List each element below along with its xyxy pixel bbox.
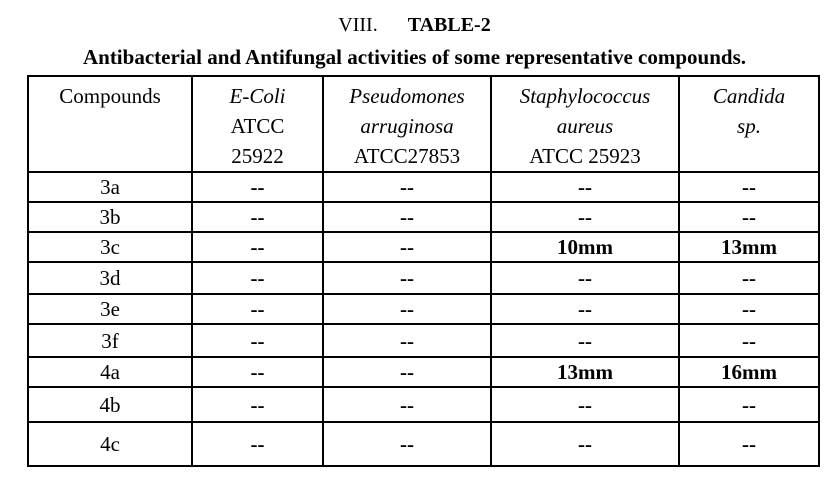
value-cell: --: [191, 323, 324, 358]
table-row: 4a -- -- 13mm 16mm: [27, 356, 820, 388]
value-cell: --: [191, 421, 324, 467]
strain-code-line: ATCC27853: [353, 144, 461, 168]
compound-cell: 4b: [27, 386, 193, 423]
value-cell: 16mm: [678, 356, 820, 388]
compound-cell: 3f: [27, 323, 193, 358]
header-row: Compounds E-Coli ATCC 25922 Pseudomones …: [27, 75, 820, 173]
value-cell: --: [322, 323, 492, 358]
strain-code-line: 25922: [231, 144, 284, 168]
value-cell: --: [322, 421, 492, 467]
compound-cell: 3d: [27, 261, 193, 295]
value-cell: --: [191, 293, 324, 325]
compound-cell: 3e: [27, 293, 193, 325]
value-cell: --: [678, 421, 820, 467]
table-row: 4c -- -- -- --: [27, 421, 820, 467]
column-header-compounds: Compounds: [27, 75, 193, 173]
table-row: 3d -- -- -- --: [27, 261, 820, 295]
value-cell: --: [322, 231, 492, 263]
value-cell: --: [490, 261, 680, 295]
organism-name: Staphylococcus: [519, 84, 651, 108]
value-cell: --: [678, 386, 820, 423]
activity-results-table: Compounds E-Coli ATCC 25922 Pseudomones …: [27, 75, 820, 467]
organism-name: Pseudomones: [349, 84, 465, 108]
table-row: 3c -- -- 10mm 13mm: [27, 231, 820, 263]
value-cell: --: [490, 323, 680, 358]
section-heading: VIII. TABLE-2: [0, 13, 829, 37]
value-cell: --: [322, 386, 492, 423]
value-cell: --: [322, 261, 492, 295]
column-header-candida: Candida sp.: [678, 75, 820, 173]
table-row: 3b -- -- -- --: [27, 201, 820, 233]
value-cell: --: [191, 356, 324, 388]
strain-code-line: ATCC: [230, 114, 285, 138]
table-caption: Antibacterial and Antifungal activities …: [82, 45, 747, 69]
value-cell: --: [678, 323, 820, 358]
value-cell: 13mm: [490, 356, 680, 388]
value-cell: --: [322, 171, 492, 203]
column-header-staphylococcus: Staphylococcus aureus ATCC 25923: [490, 75, 680, 173]
value-cell: --: [322, 201, 492, 233]
table-row: 4b -- -- -- --: [27, 386, 820, 423]
compound-cell: 4c: [27, 421, 193, 467]
value-cell: --: [322, 293, 492, 325]
strain-code-line: ATCC 25923: [529, 144, 641, 168]
table-number-title: TABLE-2: [407, 14, 491, 36]
value-cell: --: [490, 386, 680, 423]
column-header-label: Compounds: [59, 84, 161, 108]
compound-cell: 3a: [27, 171, 193, 203]
value-cell: --: [191, 201, 324, 233]
value-cell: 13mm: [678, 231, 820, 263]
value-cell: --: [490, 171, 680, 203]
value-cell: --: [322, 356, 492, 388]
value-cell: --: [678, 261, 820, 295]
column-header-pseudomonas: Pseudomones arruginosa ATCC27853: [322, 75, 492, 173]
column-header-ecoli: E-Coli ATCC 25922: [191, 75, 324, 173]
value-cell: --: [191, 386, 324, 423]
value-cell: 10mm: [490, 231, 680, 263]
organism-name: aureus: [556, 114, 614, 138]
table-row: 3e -- -- -- --: [27, 293, 820, 325]
value-cell: --: [490, 201, 680, 233]
organism-name: sp.: [737, 114, 761, 138]
value-cell: --: [490, 293, 680, 325]
value-cell: --: [191, 261, 324, 295]
organism-name: arruginosa: [360, 114, 454, 138]
table-row: 3f -- -- -- --: [27, 323, 820, 358]
compound-cell: 4a: [27, 356, 193, 388]
organism-name: Candida: [712, 84, 786, 108]
table-row: 3a -- -- -- --: [27, 171, 820, 203]
value-cell: --: [191, 171, 324, 203]
value-cell: --: [678, 171, 820, 203]
section-numeral: VIII.: [338, 14, 378, 36]
compound-cell: 3c: [27, 231, 193, 263]
value-cell: --: [490, 421, 680, 467]
compound-cell: 3b: [27, 201, 193, 233]
value-cell: --: [678, 201, 820, 233]
organism-name: E-Coli: [229, 84, 286, 108]
value-cell: --: [191, 231, 324, 263]
value-cell: --: [678, 293, 820, 325]
